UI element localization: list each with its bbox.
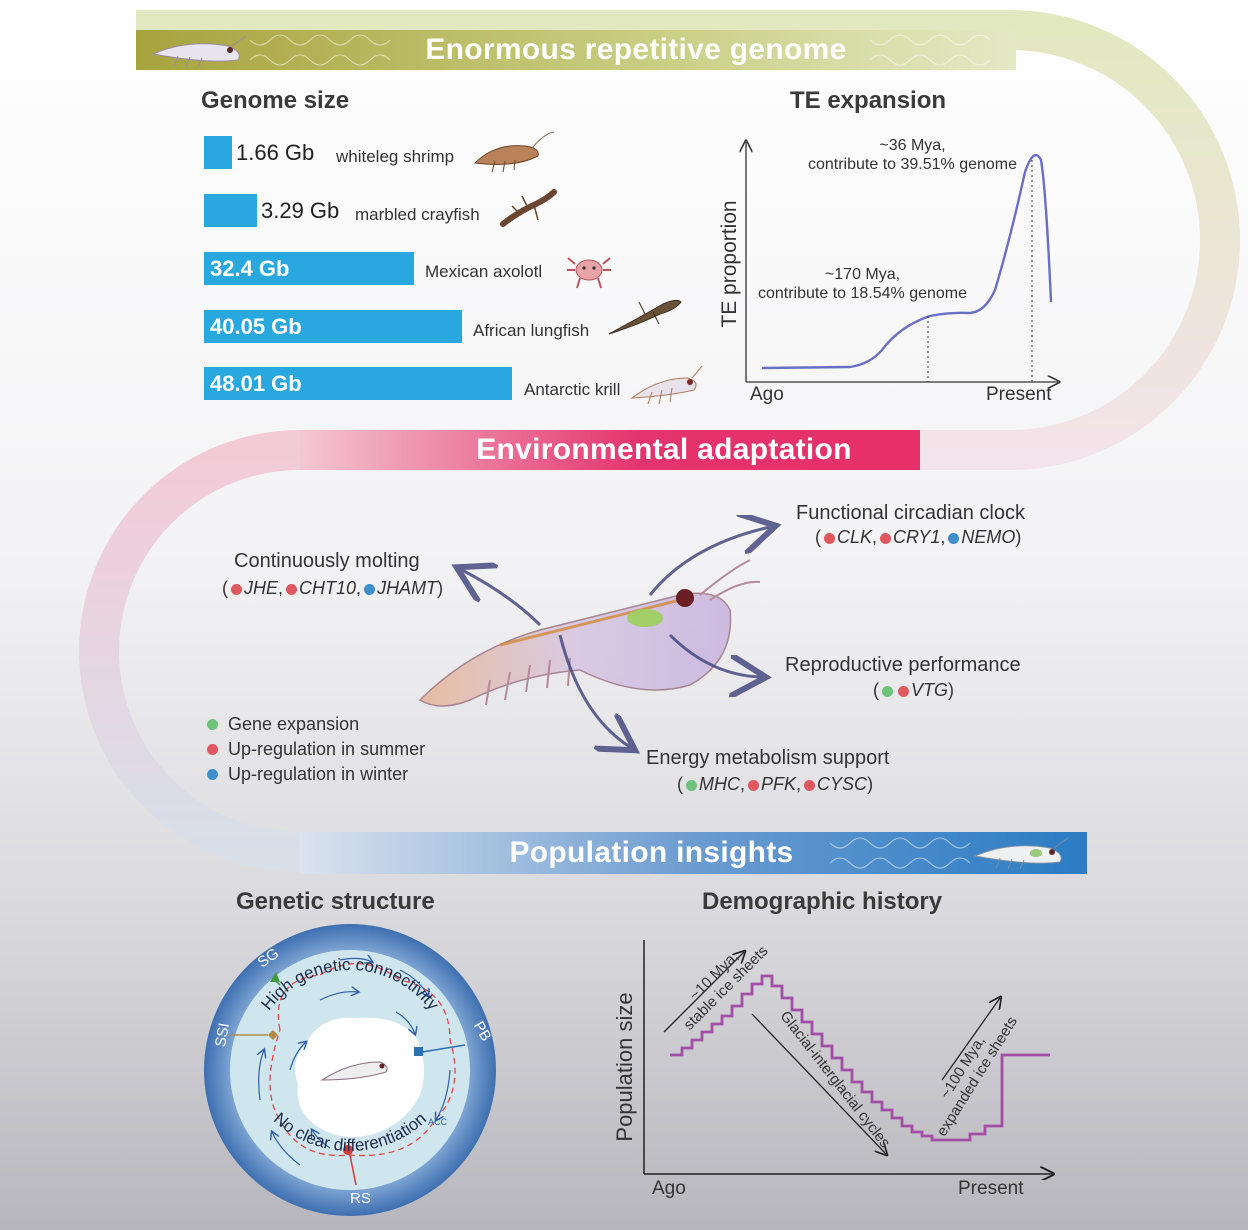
reproductive-label: Reproductive performance	[785, 654, 1021, 676]
te-peak2-annotation: ~36 Mya, contribute to 39.51% genome	[807, 137, 1018, 173]
up-winter-dot	[948, 532, 960, 544]
population-size-line	[670, 974, 1050, 1142]
te-peak1-annotation: ~170 Mya, contribute to 18.54% genome	[757, 266, 968, 302]
genetic-structure-title: Genetic structure	[236, 888, 435, 915]
bar-marbled-crayfish	[204, 194, 257, 227]
te-expansion-title: TE expansion	[790, 87, 947, 114]
krill-illustration	[418, 559, 761, 707]
crayfish-icon	[500, 189, 557, 227]
up-summer-dot	[880, 532, 892, 544]
population-banner: Population insights	[509, 836, 794, 869]
up-summer-dot	[207, 744, 218, 755]
lungfish-icon	[608, 299, 682, 335]
te-proportion-line	[761, 153, 1053, 370]
genome-banner: Enormous repetitive genome	[425, 33, 847, 66]
bar-value: 1.66 Gb	[236, 140, 315, 165]
krill-icon	[320, 1061, 388, 1081]
species-label: Antarctic krill	[524, 380, 621, 399]
te-x-end: Present	[986, 384, 1052, 405]
site-ssi-label: SSI	[212, 1022, 233, 1049]
reproductive-genes: (VTG)	[873, 680, 955, 700]
bar-mexican-axolotl	[204, 252, 414, 285]
krill-icon	[973, 837, 1069, 870]
legend-up-winter: Up-regulation in winter	[204, 764, 408, 785]
krill-icon	[630, 365, 703, 405]
bar-value: 32.4 Gb	[210, 256, 290, 281]
demo-ylabel: Population size	[612, 992, 637, 1142]
demographic-title: Demographic history	[702, 888, 943, 915]
bar-african-lungfish	[204, 310, 462, 343]
legend-up-summer: Up-regulation in summer	[204, 739, 425, 760]
demographic-chart	[643, 940, 1060, 1180]
site-ssi-marker	[268, 1030, 278, 1040]
species-label: Mexican axolotl	[425, 262, 543, 281]
up-summer-dot	[804, 779, 816, 791]
site-sg-marker	[270, 972, 280, 982]
molting-genes: (JHE, CHT10, JHAMT)	[222, 578, 444, 598]
energy-genes: (MHC, PFK, CYSC)	[677, 774, 874, 794]
species-label: African lungfish	[473, 321, 590, 340]
site-rs-label: RS	[350, 1190, 371, 1207]
energy-label: Energy metabolism support	[646, 747, 890, 769]
bar-whiteleg-shrimp	[204, 136, 232, 169]
genome-size-title: Genome size	[201, 87, 350, 114]
demo-x-end: Present	[958, 1178, 1024, 1199]
species-label: whiteleg shrimp	[336, 147, 455, 166]
arrow-molting	[462, 570, 542, 627]
adaptation-arrows	[440, 515, 810, 760]
axolotl-icon	[567, 257, 611, 289]
site-rs-marker	[343, 1145, 353, 1155]
bar-value: 3.29 Gb	[261, 198, 340, 223]
bar-value: 48.01 Gb	[210, 371, 302, 396]
te-expansion-chart	[710, 130, 1070, 410]
demo-x-start: Ago	[652, 1178, 686, 1199]
bar-antarctic-krill	[204, 367, 512, 400]
polar-front-line	[269, 963, 456, 1157]
up-winter-dot	[364, 583, 376, 595]
krill-icon	[151, 35, 247, 68]
environment-banner: Environmental adaptation	[476, 433, 852, 466]
gene-expansion-dot	[207, 719, 218, 730]
gene-expansion-dot	[686, 779, 697, 791]
arrow-energy	[558, 634, 630, 747]
up-summer-dot	[748, 779, 760, 791]
arrow-circadian	[648, 527, 770, 596]
te-x-start: Ago	[750, 384, 784, 405]
te-ylabel: TE proportion	[718, 200, 741, 328]
species-label: marbled crayfish	[355, 205, 480, 224]
demo-arrow-decline	[751, 1013, 886, 1154]
bar-value: 40.05 Gb	[210, 314, 302, 339]
arrow-reproductive	[668, 633, 760, 677]
demo-arrow-recovery	[941, 998, 1000, 1081]
up-summer-dot	[824, 532, 835, 544]
site-pb-marker	[414, 1047, 423, 1056]
up-winter-dot	[207, 769, 218, 780]
up-summer-dot	[286, 583, 298, 595]
circadian-genes: (CLK, CRY1, NEMO)	[815, 527, 1022, 547]
up-summer-dot	[898, 685, 909, 697]
circadian-label: Functional circadian clock	[796, 502, 1025, 524]
shrimp-icon	[473, 131, 555, 173]
legend-gene-expansion: Gene expansion	[204, 714, 359, 735]
demo-arrow-rise	[663, 952, 744, 1033]
molting-label: Continuously molting	[234, 550, 420, 572]
gene-expansion-dot	[882, 685, 893, 697]
up-summer-dot	[231, 583, 242, 595]
acc-label: ACC	[428, 1117, 448, 1127]
antarctic-map: High genetic connectivity No clear diffe…	[204, 924, 496, 1216]
